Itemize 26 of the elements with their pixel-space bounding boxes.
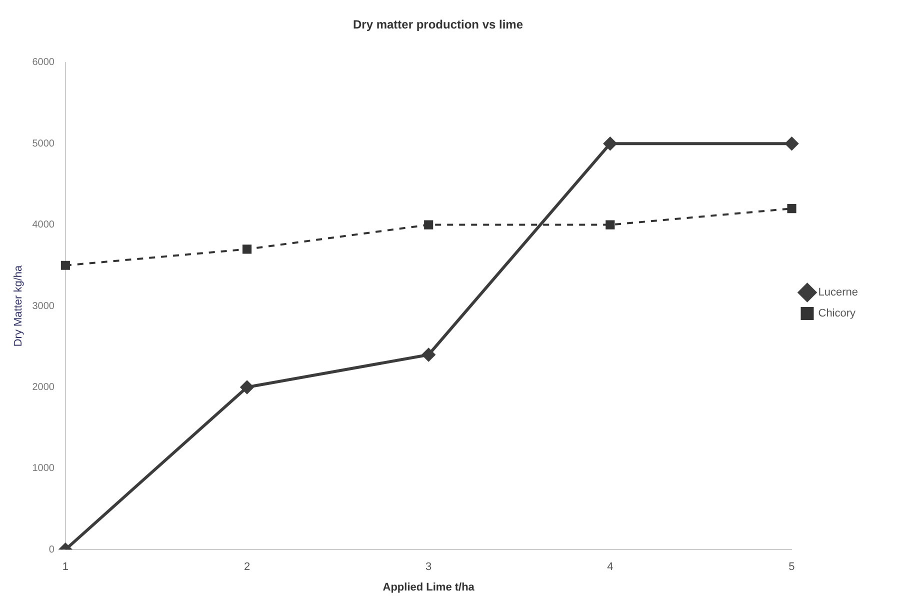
- y-tick-label: 6000: [32, 57, 55, 68]
- point: [424, 220, 434, 230]
- point: [604, 137, 617, 150]
- x-tick-label: 4: [607, 561, 614, 574]
- y-tick-label: 0: [48, 544, 55, 556]
- y-tick-label: 2000: [32, 382, 55, 393]
- point: [606, 220, 615, 230]
- point: [60, 260, 70, 270]
- x-tick-label: 2: [244, 561, 250, 574]
- x-tick-label: 5: [788, 561, 795, 574]
- point: [240, 380, 254, 394]
- y-axis-title: Dry Matter kg/ha: [12, 264, 25, 347]
- x-tick-label: 3: [426, 561, 432, 574]
- x-axis-title: Applied Lime t/ha: [382, 581, 476, 594]
- legend-label: Lucerne: [818, 286, 858, 299]
- point: [787, 204, 796, 214]
- y-tick-label: 5000: [32, 138, 55, 150]
- legend-label: Chicory: [818, 308, 856, 320]
- point: [422, 348, 436, 362]
- y-tick-label: 3000: [32, 300, 55, 312]
- chart-title: Dry matter production vs lime: [352, 18, 524, 32]
- point: [785, 137, 798, 150]
- y-tick-label: 1000: [32, 463, 55, 474]
- y-tick-label: 4000: [32, 220, 55, 231]
- point: [242, 244, 252, 254]
- x-tick-label: 1: [62, 561, 69, 574]
